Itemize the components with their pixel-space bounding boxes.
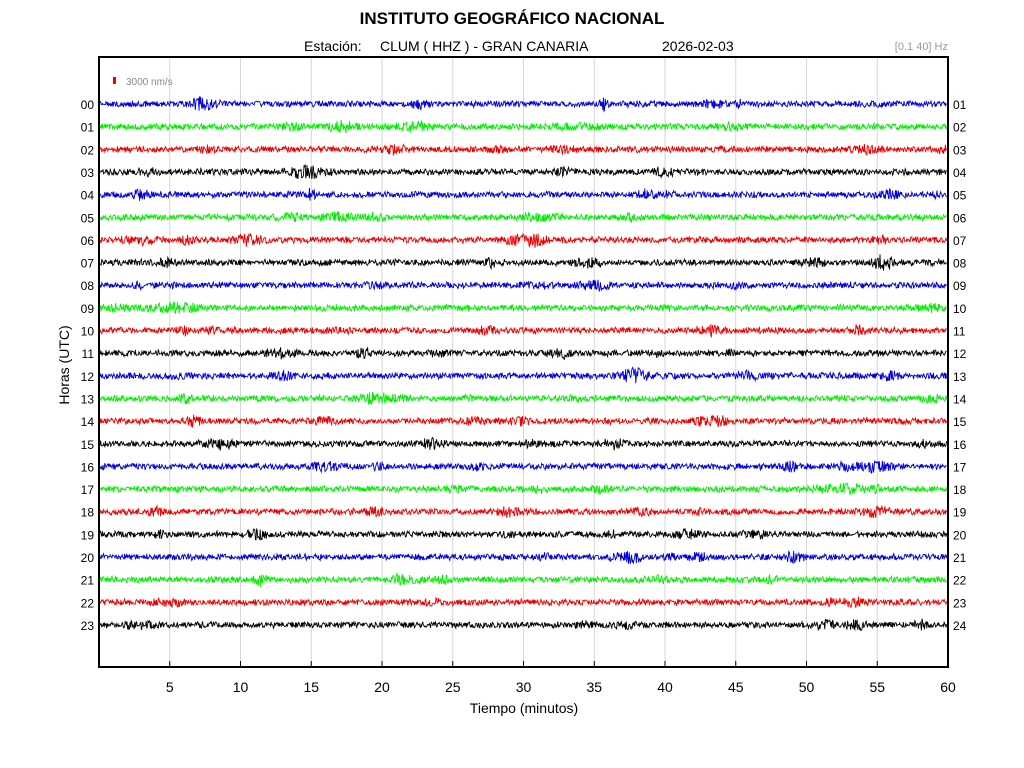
hour-label-left: 02 bbox=[81, 143, 95, 157]
hour-label-left: 08 bbox=[81, 279, 95, 293]
seismogram-trace bbox=[99, 254, 948, 271]
hour-label-left: 23 bbox=[81, 619, 95, 633]
hour-label-left: 03 bbox=[81, 166, 95, 180]
hour-label-left: 07 bbox=[81, 257, 95, 271]
x-tick-label: 30 bbox=[516, 679, 532, 695]
x-tick-label: 45 bbox=[728, 679, 744, 695]
seismogram-trace bbox=[99, 279, 947, 293]
seismogram-trace bbox=[99, 618, 948, 632]
hour-label-left: 16 bbox=[81, 460, 95, 474]
x-tick-label: 50 bbox=[799, 679, 815, 695]
hour-label-right: 15 bbox=[953, 415, 967, 429]
x-tick-label: 60 bbox=[940, 679, 956, 695]
hour-label-left: 14 bbox=[81, 415, 95, 429]
station-date: 2026-02-03 bbox=[662, 38, 734, 54]
x-tick-label: 5 bbox=[166, 679, 174, 695]
hour-label-right: 13 bbox=[953, 370, 967, 384]
seismogram-trace bbox=[99, 164, 947, 180]
x-tick-label: 15 bbox=[303, 679, 319, 695]
hour-label-right: 17 bbox=[953, 460, 967, 474]
hour-label-left: 15 bbox=[81, 438, 95, 452]
seismogram-trace bbox=[99, 414, 948, 428]
hour-label-right: 02 bbox=[953, 121, 967, 135]
hour-label-left: 06 bbox=[81, 234, 95, 248]
seismogram-trace bbox=[99, 596, 948, 609]
hour-label-left: 12 bbox=[81, 370, 95, 384]
hour-label-left: 09 bbox=[81, 302, 95, 316]
hour-label-right: 19 bbox=[953, 506, 967, 520]
hour-label-right: 14 bbox=[953, 392, 967, 406]
hour-label-right: 23 bbox=[953, 596, 967, 610]
hour-label-right: 18 bbox=[953, 483, 967, 497]
scale-bar bbox=[113, 77, 116, 84]
seismogram-trace bbox=[99, 482, 948, 496]
seismogram-trace bbox=[99, 528, 948, 541]
x-tick-label: 35 bbox=[586, 679, 602, 695]
hour-label-right: 20 bbox=[953, 528, 967, 542]
seismogram-trace bbox=[99, 232, 948, 249]
seismogram-trace bbox=[99, 436, 948, 451]
hour-label-right: 04 bbox=[953, 166, 967, 180]
hour-label-right: 10 bbox=[953, 302, 967, 316]
seismogram-trace bbox=[99, 211, 948, 224]
hour-label-right: 03 bbox=[953, 143, 967, 157]
x-tick-label: 55 bbox=[869, 679, 885, 695]
hour-label-left: 01 bbox=[81, 121, 95, 135]
hour-label-right: 16 bbox=[953, 438, 967, 452]
hour-label-left: 10 bbox=[81, 325, 95, 339]
station-prefix: Estación: bbox=[304, 38, 362, 54]
axes-frame bbox=[98, 56, 949, 668]
hour-label-left: 11 bbox=[82, 347, 95, 361]
hour-label-left: 22 bbox=[81, 596, 95, 610]
hour-label-right: 09 bbox=[953, 279, 967, 293]
seismogram-trace bbox=[99, 187, 947, 201]
hour-label-left: 13 bbox=[81, 392, 95, 406]
hour-label-left: 20 bbox=[81, 551, 95, 565]
hour-label-right: 21 bbox=[953, 551, 967, 565]
scale-label: 3000 nm/s bbox=[126, 77, 173, 88]
hour-label-right: 01 bbox=[953, 98, 967, 112]
x-tick-label: 10 bbox=[233, 679, 249, 695]
trace-layer bbox=[99, 96, 948, 632]
seismogram-trace bbox=[99, 96, 947, 113]
seismogram-trace bbox=[99, 323, 947, 339]
hour-label-right: 07 bbox=[953, 234, 967, 248]
x-axis-label: Tiempo (minutos) bbox=[469, 700, 579, 716]
seismogram-trace bbox=[99, 459, 947, 475]
seismogram-trace bbox=[99, 550, 948, 565]
label-layer: 5 10 15 20 25 30 35 40 45 50 55 60 3000 nm/s 00 01 01 02… bbox=[81, 77, 967, 695]
station-name: CLUM ( HHZ ) - GRAN CANARIA bbox=[380, 38, 589, 54]
hour-label-left: 18 bbox=[81, 506, 95, 520]
hour-label-right: 12 bbox=[953, 347, 967, 361]
hour-label-left: 21 bbox=[81, 574, 95, 588]
hour-label-right: 22 bbox=[953, 574, 967, 588]
seismogram-trace bbox=[99, 119, 948, 134]
grid-layer bbox=[169, 57, 878, 667]
seismogram-trace bbox=[99, 301, 947, 314]
seismogram-trace bbox=[99, 143, 947, 156]
hour-label-left: 19 bbox=[81, 528, 95, 542]
hour-label-right: 08 bbox=[953, 257, 967, 271]
hour-label-left: 05 bbox=[81, 211, 95, 225]
chart-title: INSTITUTO GEOGRÁFICO NACIONAL bbox=[359, 9, 665, 28]
hour-label-right: 11 bbox=[953, 325, 966, 339]
hour-label-left: 04 bbox=[81, 189, 95, 203]
x-tick-label: 25 bbox=[445, 679, 461, 695]
hour-label-right: 24 bbox=[953, 619, 967, 633]
hour-label-right: 05 bbox=[953, 189, 967, 203]
seismogram-trace bbox=[99, 504, 948, 519]
seismogram-trace bbox=[99, 572, 948, 588]
seismogram-trace bbox=[99, 391, 948, 405]
hour-label-left: 17 bbox=[81, 483, 95, 497]
seismogram-trace bbox=[99, 366, 948, 384]
hour-label-right: 06 bbox=[953, 211, 967, 225]
hour-label-left: 00 bbox=[81, 98, 95, 112]
filter-band: [0.1 40] Hz bbox=[894, 41, 948, 53]
seismogram-trace bbox=[99, 347, 947, 361]
x-tick-label: 40 bbox=[657, 679, 673, 695]
x-tick-label: 20 bbox=[374, 679, 390, 695]
